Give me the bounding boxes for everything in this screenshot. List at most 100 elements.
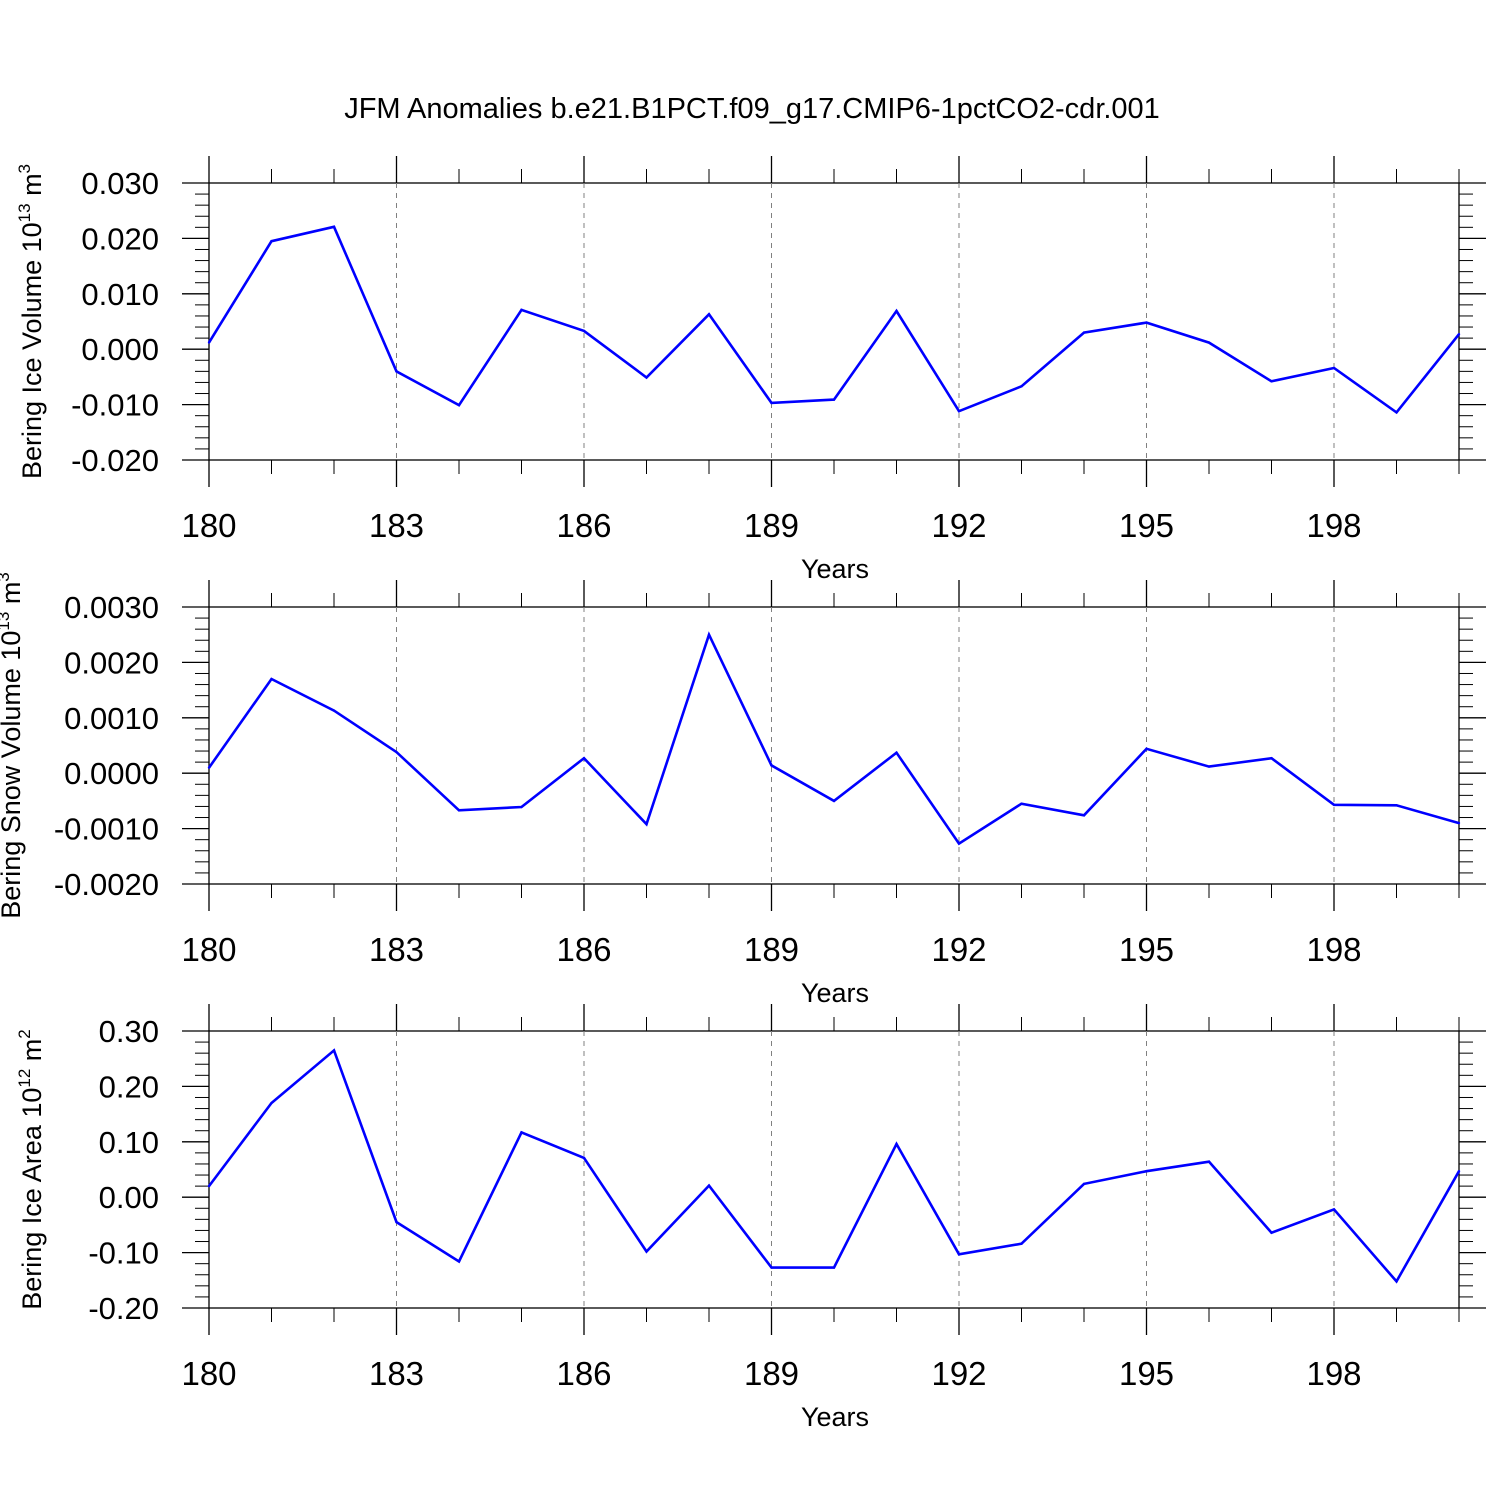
y-tick-label: 0.10	[99, 1125, 159, 1160]
data-point	[770, 764, 773, 767]
data-point	[332, 1049, 336, 1052]
x-tick-label: 192	[931, 507, 986, 544]
x-tick-label: 186	[556, 931, 611, 968]
data-point	[457, 403, 461, 407]
data-point	[895, 309, 898, 313]
x-tick-label: 198	[1306, 931, 1361, 968]
data-point	[832, 398, 836, 401]
data-point	[1145, 747, 1148, 751]
y-tick-label: -0.10	[88, 1236, 159, 1271]
x-tick-label: 195	[1119, 1355, 1174, 1392]
chart-title: JFM Anomalies b.e21.B1PCT.f09_g17.CMIP6-…	[344, 93, 1160, 125]
data-point	[895, 751, 898, 754]
panel-snow-volume: 180 183 186 189 192 195 198 Years 0.0030 0.0020 0.…	[0, 572, 1486, 1008]
data-point	[1332, 1208, 1336, 1211]
data-point	[457, 1260, 461, 1263]
data-point	[895, 1142, 898, 1146]
y-tick-label: 0.0000	[64, 756, 159, 791]
data-point	[395, 1220, 398, 1224]
data-point	[1395, 1280, 1398, 1283]
y-tick-label: 0.0010	[64, 701, 159, 736]
data-point	[395, 370, 398, 373]
data-point	[832, 1266, 836, 1269]
data-point	[1332, 803, 1336, 806]
y-tick-label: 0.030	[81, 166, 159, 201]
x-tick-label: 198	[1306, 507, 1361, 544]
x-tick-label: 183	[369, 1355, 424, 1392]
data-point	[207, 766, 211, 769]
x-axis-label: Years	[801, 978, 869, 1008]
x-tick-label: 189	[744, 931, 799, 968]
data-point	[1082, 814, 1086, 817]
data-point	[1332, 366, 1336, 370]
data-point	[582, 1156, 586, 1160]
y-axis-label: Bering Ice Area 1012 m2	[15, 1029, 47, 1310]
panel-ice-volume: 180 183 186 189 192 195 198 Years 0.030 0.020 0.01…	[15, 156, 1486, 584]
x-tick-label: 189	[744, 1355, 799, 1392]
data-point	[332, 225, 336, 228]
data-point	[707, 633, 711, 636]
x-tick-label: 183	[369, 507, 424, 544]
data-point	[1395, 411, 1398, 414]
data-point	[1457, 1169, 1461, 1173]
x-tick-label: 189	[744, 507, 799, 544]
data-point	[520, 805, 523, 809]
data-point	[957, 410, 961, 413]
y-tick-label: 0.000	[81, 332, 159, 367]
data-point	[332, 709, 336, 712]
data-point	[270, 1101, 273, 1105]
data-point	[770, 401, 773, 405]
data-point	[832, 799, 836, 803]
data-point	[582, 329, 586, 333]
x-tick-label: 186	[556, 507, 611, 544]
y-tick-label: -0.20	[88, 1291, 159, 1326]
x-axis-label: Years	[801, 554, 869, 584]
x-tick-label: 192	[931, 1355, 986, 1392]
panels: 180 183 186 189 192 195 198 Years 0.030 0.020 0.01…	[0, 156, 1486, 1432]
y-tick-label: 0.00	[99, 1180, 159, 1215]
data-point	[1207, 765, 1211, 768]
y-tick-label: -0.010	[71, 388, 159, 423]
y-tick-label: 0.020	[81, 221, 159, 256]
y-tick-label: -0.0020	[54, 867, 159, 902]
data-point	[270, 677, 273, 681]
y-axis-label: Bering Snow Volume 1013 m3	[0, 572, 26, 919]
data-point	[1270, 380, 1273, 383]
data-point	[1145, 1169, 1148, 1173]
data-point	[1395, 804, 1398, 807]
x-tick-label: 195	[1119, 931, 1174, 968]
x-tick-label: 186	[556, 1355, 611, 1392]
data-point	[1207, 1160, 1211, 1163]
data-point	[645, 822, 648, 826]
data-point	[707, 313, 711, 316]
data-point	[1270, 757, 1273, 760]
y-axis-label: Bering Ice Volume 1013 m3	[15, 164, 47, 479]
data-point	[582, 757, 586, 760]
x-tick-label: 198	[1306, 1355, 1361, 1392]
y-tick-label: 0.010	[81, 277, 159, 312]
data-point	[1270, 1231, 1273, 1234]
x-tick-label: 180	[181, 931, 236, 968]
data-point	[457, 809, 461, 812]
data-point	[520, 1131, 523, 1134]
data-point	[1207, 341, 1211, 344]
data-point	[645, 376, 648, 379]
data-point	[1082, 331, 1086, 334]
x-tick-label: 192	[931, 931, 986, 968]
data-point	[707, 1184, 711, 1187]
data-point	[1082, 1182, 1086, 1186]
data-point	[270, 239, 273, 243]
y-tick-label: -0.0010	[54, 812, 159, 847]
data-point	[957, 842, 961, 845]
data-point	[1457, 821, 1461, 825]
data-point	[770, 1266, 773, 1269]
data-point	[1020, 385, 1023, 388]
x-tick-label: 180	[181, 507, 236, 544]
y-tick-label: -0.020	[71, 443, 159, 478]
y-tick-label: 0.30	[99, 1014, 159, 1049]
data-point	[957, 1253, 961, 1256]
data-point	[645, 1250, 648, 1253]
x-tick-label: 183	[369, 931, 424, 968]
data-point	[1020, 1242, 1023, 1245]
